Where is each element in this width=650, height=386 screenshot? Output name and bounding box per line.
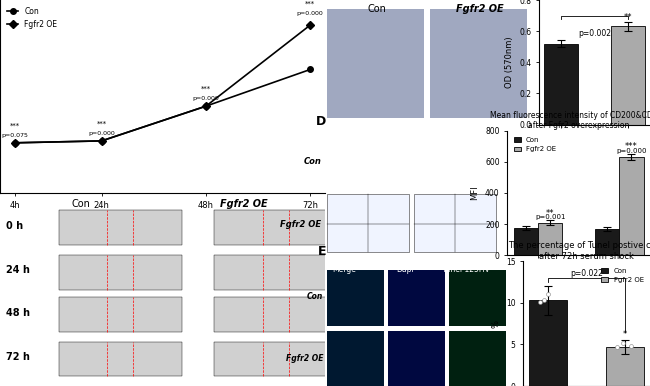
Point	[612, 344, 622, 350]
Fgfr2 OE	[11, 141, 19, 145]
Text: p=0.001: p=0.001	[535, 215, 566, 220]
Text: Fgfr2 OE: Fgfr2 OE	[280, 220, 322, 229]
Text: Fgfr2 OE: Fgfr2 OE	[456, 4, 503, 14]
Text: Con: Con	[304, 157, 322, 166]
Point	[543, 291, 553, 297]
Legend: Con, Fgfr2 OE: Con, Fgfr2 OE	[511, 134, 559, 155]
Fgfr2 OE	[98, 139, 105, 143]
Text: p=0.002: p=0.002	[578, 29, 611, 38]
Text: 72 h: 72 h	[6, 352, 31, 362]
Bar	[514, 228, 538, 255]
FancyBboxPatch shape	[214, 342, 338, 376]
Text: p=0.000: p=0.000	[616, 148, 647, 154]
Text: p=0.000: p=0.000	[88, 131, 115, 136]
Bar	[612, 27, 645, 125]
Title: The percentage of Tunel postive cells
after 72h serum shock: The percentage of Tunel postive cells af…	[508, 241, 650, 261]
Text: E: E	[317, 245, 326, 258]
Point	[539, 297, 549, 303]
Bar	[595, 229, 619, 255]
Text: 48 h: 48 h	[6, 308, 31, 318]
Bar	[606, 347, 644, 386]
Text: Con: Con	[72, 199, 91, 209]
FancyBboxPatch shape	[58, 297, 182, 332]
Fgfr2 OE	[202, 104, 210, 108]
Bar	[529, 300, 567, 386]
Text: 0 h: 0 h	[6, 221, 23, 231]
Text: 24 h: 24 h	[6, 265, 31, 275]
FancyBboxPatch shape	[214, 255, 338, 290]
FancyBboxPatch shape	[58, 255, 182, 290]
Text: Con: Con	[367, 4, 386, 14]
Text: **: **	[624, 13, 632, 22]
FancyBboxPatch shape	[448, 331, 506, 386]
FancyBboxPatch shape	[388, 270, 445, 326]
Point	[535, 299, 545, 305]
FancyBboxPatch shape	[430, 9, 527, 118]
FancyBboxPatch shape	[58, 342, 182, 376]
FancyBboxPatch shape	[327, 257, 409, 314]
Y-axis label: MFI: MFI	[471, 186, 480, 200]
FancyBboxPatch shape	[327, 194, 409, 252]
Text: Fgfr2 OE: Fgfr2 OE	[285, 354, 323, 363]
FancyBboxPatch shape	[214, 297, 338, 332]
Text: Tunel 125HV: Tunel 125HV	[442, 265, 489, 274]
FancyBboxPatch shape	[327, 331, 384, 386]
Y-axis label: OD (570nm): OD (570nm)	[504, 36, 514, 88]
Text: ***: ***	[10, 122, 20, 129]
FancyBboxPatch shape	[388, 331, 445, 386]
FancyBboxPatch shape	[214, 210, 338, 245]
Bar	[538, 223, 562, 255]
Text: ***: ***	[97, 120, 107, 127]
FancyBboxPatch shape	[327, 270, 384, 326]
Fgfr2 OE	[306, 23, 314, 27]
Text: p=0.022: p=0.022	[570, 269, 603, 278]
Line: Fgfr2 OE: Fgfr2 OE	[12, 22, 313, 146]
Point	[625, 343, 636, 349]
Text: *: *	[623, 330, 627, 339]
Point	[618, 340, 628, 346]
Text: **: **	[546, 208, 554, 218]
Text: p=0.075: p=0.075	[1, 133, 28, 138]
FancyBboxPatch shape	[448, 270, 506, 326]
Line: Con: Con	[12, 67, 313, 146]
Con	[11, 141, 19, 145]
FancyBboxPatch shape	[414, 257, 496, 314]
FancyBboxPatch shape	[58, 210, 182, 245]
Title: Mean fluorescence intensity of CD200&CD105
after Fgfr2 overexpression: Mean fluorescence intensity of CD200&CD1…	[490, 110, 650, 130]
Text: ***: ***	[305, 1, 315, 7]
Text: ***: ***	[625, 142, 638, 151]
FancyBboxPatch shape	[327, 9, 424, 118]
Y-axis label: %: %	[491, 320, 500, 328]
Con	[202, 104, 210, 108]
Bar	[544, 44, 578, 125]
Text: Fgfr2 OE: Fgfr2 OE	[220, 199, 268, 209]
Con	[98, 139, 105, 143]
Legend: Con, Fgfr2 OE: Con, Fgfr2 OE	[599, 265, 647, 286]
Text: Merge: Merge	[332, 265, 356, 274]
Text: p=0.000: p=0.000	[192, 96, 219, 102]
Con	[306, 67, 314, 72]
Text: Dapi: Dapi	[396, 265, 414, 274]
Text: ***: ***	[201, 86, 211, 92]
Bar	[619, 157, 644, 255]
Text: Con: Con	[307, 292, 323, 301]
FancyBboxPatch shape	[414, 194, 496, 252]
Text: p=0.000: p=0.000	[297, 12, 324, 17]
Text: D: D	[317, 115, 326, 127]
Legend: Con, Fgfr2 OE: Con, Fgfr2 OE	[4, 4, 60, 32]
